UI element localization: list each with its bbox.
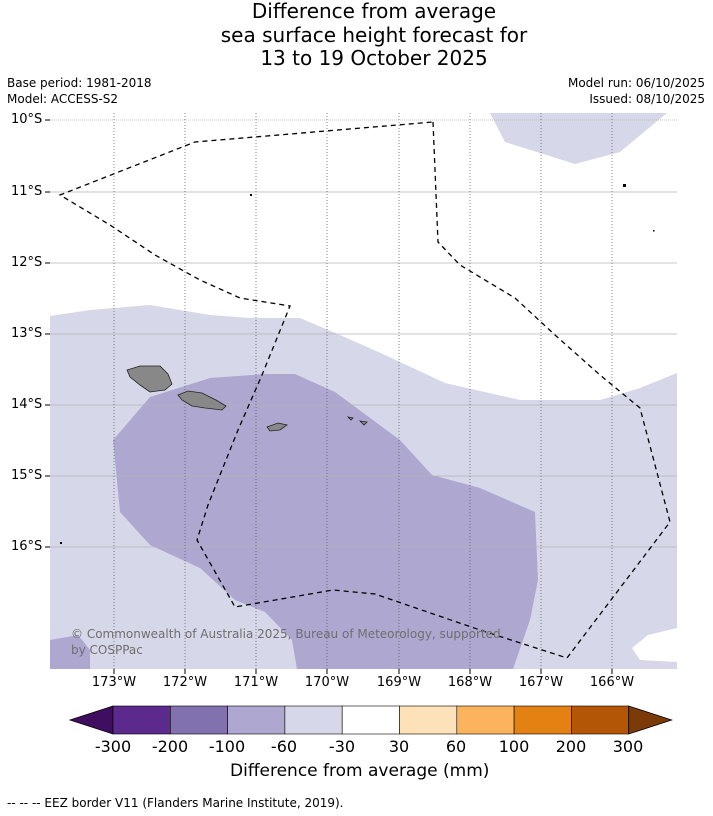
model-name: Model: ACCESS-S2 xyxy=(7,92,119,106)
colorbar-swatch-9 xyxy=(571,705,630,735)
savaii-island xyxy=(126,365,173,393)
lon-label-166w: 166°W xyxy=(589,675,635,690)
colorbar-swatch-2 xyxy=(170,705,228,735)
tau-island xyxy=(358,420,368,426)
cb-label-5: 30 xyxy=(388,737,410,756)
lat-label-15s: 15°S xyxy=(11,468,43,483)
colorbar-title: Difference from average (mm) xyxy=(230,761,490,781)
colorbar-swatch-7 xyxy=(456,705,515,735)
colorbar-swatch-8 xyxy=(513,705,572,735)
cb-label-8: 200 xyxy=(555,737,587,756)
lat-label-12s: 12°S xyxy=(11,255,43,270)
eez-border xyxy=(58,121,671,659)
anomaly-field xyxy=(50,113,677,669)
lon-label-168w: 168°W xyxy=(447,675,493,690)
cb-label-9: 300 xyxy=(612,737,644,756)
lat-label-13s: 13°S xyxy=(11,326,43,341)
copyright-line-1: © Commonwealth of Australia 2025, Bureau… xyxy=(71,627,501,641)
eez-footnote: -- -- -- EEZ border V11 (Flanders Marine… xyxy=(7,796,344,810)
colorbar-swatch-5 xyxy=(341,705,400,735)
lat-label-16s: 16°S xyxy=(11,539,43,554)
model-run: Model run: 06/10/2025 xyxy=(567,76,705,90)
lon-label-173w: 173°W xyxy=(91,675,137,690)
lon-label-167w: 167°W xyxy=(518,675,564,690)
lat-label-14s: 14°S xyxy=(11,397,43,412)
colorbar-swatch-6 xyxy=(399,705,458,735)
cb-label-4: -30 xyxy=(328,737,356,756)
meta-left: Base period: 1981-2018 Model: ACCESS-S2 xyxy=(7,75,152,107)
axis-ticks xyxy=(45,119,613,674)
cb-label-3: -60 xyxy=(270,737,298,756)
meta-right: Model run: 06/10/2025 Issued: 08/10/2025 xyxy=(568,75,705,107)
colorbar xyxy=(68,705,673,735)
colorbar-extend-high xyxy=(628,705,673,735)
copyright-line-2: by COSPPac xyxy=(71,643,143,657)
band-minus-60-southwest xyxy=(50,635,90,669)
tutuila-island xyxy=(266,422,288,432)
title-line-1: Difference from average xyxy=(251,0,497,23)
upolu-island xyxy=(177,390,227,411)
lon-label-170w: 170°W xyxy=(304,675,350,690)
band-minus-60 xyxy=(113,374,538,669)
issued-date: Issued: 08/10/2025 xyxy=(589,92,705,106)
cb-label-7: 100 xyxy=(498,737,530,756)
colorbar-swatch-4 xyxy=(284,705,343,735)
lon-label-171w: 171°W xyxy=(233,675,279,690)
lon-label-169w: 169°W xyxy=(376,675,422,690)
lat-label-11s: 11°S xyxy=(11,184,43,199)
colorbar-extend-low xyxy=(68,705,114,735)
lon-label-172w: 172°W xyxy=(162,675,208,690)
copyright-notice: © Commonwealth of Australia 2025, Bureau… xyxy=(71,626,501,658)
cb-label-0: -300 xyxy=(94,737,132,756)
cb-label-2: -100 xyxy=(208,737,246,756)
small-islets xyxy=(60,184,655,544)
lat-label-10s: 10°S xyxy=(11,112,43,127)
samoa-islands xyxy=(126,365,368,432)
map-title: Difference from average sea surface heig… xyxy=(0,0,713,71)
colorbar-swatch-3 xyxy=(227,705,286,735)
cb-label-1: -200 xyxy=(151,737,189,756)
base-period: Base period: 1981-2018 xyxy=(7,76,152,90)
colorbar-swatch-1 xyxy=(112,705,171,735)
band-near-zero-southeast xyxy=(632,628,677,662)
latitude-gridlines xyxy=(50,119,677,548)
cb-label-6: 60 xyxy=(445,737,467,756)
title-line-3: 13 to 19 October 2025 xyxy=(260,46,488,70)
band-near-zero-north xyxy=(50,113,677,400)
ofu-island xyxy=(346,416,354,421)
title-line-2: sea surface height forecast for xyxy=(220,22,528,47)
